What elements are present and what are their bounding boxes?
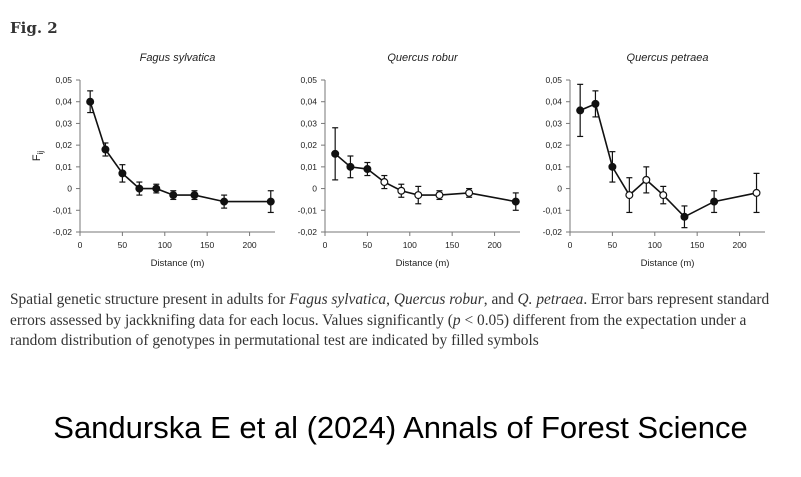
x-tick-label: 100 (648, 240, 662, 250)
y-tick-label: 0,01 (55, 162, 72, 172)
y-tick-label: -0,01 (53, 205, 73, 215)
y-tick-label: 0 (67, 184, 72, 194)
caption-text-1: Spatial genetic structure present in adu… (10, 291, 290, 308)
y-tick-label: 0 (557, 184, 562, 194)
y-tick-label: -0,01 (543, 205, 563, 215)
x-tick-label: 0 (323, 240, 328, 250)
caption-species-fagus: Fagus sylvatica (289, 291, 387, 308)
y-axis-label-subscript: ij (36, 151, 45, 155)
data-point-filled (511, 197, 520, 206)
data-point-open (752, 188, 761, 197)
figure-caption: Spatial genetic structure present in adu… (10, 290, 792, 352)
chart-panel-1: Fagus sylvatica -0,02 -0,01 0 0,01 0,02 0,03 0,… (31, 52, 275, 269)
y-tick-label: 0,03 (545, 118, 562, 128)
caption-text-3: , and (483, 291, 518, 308)
data-point-open (414, 191, 423, 200)
x-tick-label: 0 (568, 240, 573, 250)
y-tick-label: 0,05 (300, 75, 317, 85)
y-tick-label: 0,04 (55, 97, 72, 107)
data-point-filled (266, 197, 275, 206)
y-tick-label: 0,04 (300, 97, 317, 107)
charts-area: Fagus sylvatica -0,02 -0,01 0 0,01 0,02 0,03 0,… (31, 52, 765, 269)
caption-text-2: , (386, 291, 394, 308)
data-point-filled (118, 169, 127, 178)
y-tick-label: 0,05 (545, 75, 562, 85)
x-axis-label: Distance (m) (396, 258, 450, 269)
chart-panel-3: Quercus petraea -0,02 -0,01 0 0,01 0,02 0,03 0,… (543, 52, 765, 269)
x-axis-label: Distance (m) (641, 258, 695, 269)
caption-p-symbol: p (452, 311, 461, 329)
x-axis-label: Distance (m) (151, 258, 205, 269)
series-line (579, 102, 757, 218)
data-point-filled (86, 97, 95, 106)
data-point-filled (680, 212, 689, 221)
y-tick-label: 0,03 (55, 118, 72, 128)
y-tick-label: 0,04 (545, 97, 562, 107)
x-tick-label: 150 (200, 240, 214, 250)
x-tick-label: 150 (690, 240, 704, 250)
data-point-filled (101, 145, 110, 154)
data-point-filled (710, 197, 719, 206)
chart-title: Fagus sylvatica (140, 52, 216, 64)
data-point-filled (169, 191, 178, 200)
data-point-filled (135, 184, 144, 193)
y-axis-label: Fij (31, 151, 45, 162)
data-point-filled (363, 165, 372, 174)
data-point-open (380, 178, 389, 187)
chart-panel-2: Quercus robur -0,02 -0,01 0 0,01 0,02 0,03 0,04… (298, 52, 520, 269)
y-tick-label: -0,01 (298, 205, 318, 215)
caption-species-robur: Quercus robur (393, 291, 484, 308)
data-point-filled (190, 191, 199, 200)
x-tick-label: 200 (732, 240, 746, 250)
x-tick-label: 100 (403, 240, 417, 250)
x-tick-label: 100 (158, 240, 172, 250)
y-tick-label: -0,02 (53, 227, 73, 237)
chart-title: Quercus robur (387, 52, 459, 64)
x-tick-label: 0 (78, 240, 83, 250)
x-tick-label: 150 (445, 240, 459, 250)
y-tick-label: -0,02 (543, 227, 563, 237)
y-tick-label: -0,02 (298, 227, 318, 237)
data-point-open (465, 188, 474, 197)
x-tick-label: 50 (363, 240, 373, 250)
y-tick-label: 0,01 (300, 162, 317, 172)
y-tick-label: 0,02 (300, 140, 317, 150)
x-tick-label: 50 (118, 240, 128, 250)
y-axis-label-main: F (31, 154, 43, 161)
data-point-open (659, 191, 668, 200)
citation: Sandurska E et al (2024) Annals of Fores… (53, 410, 748, 445)
series-line (89, 101, 271, 203)
data-point-filled (576, 106, 585, 115)
data-point-filled (591, 99, 600, 108)
data-point-open (435, 191, 444, 200)
data-point-open (642, 175, 651, 184)
y-tick-label: 0,03 (300, 118, 317, 128)
chart-title: Quercus petraea (627, 52, 709, 64)
x-tick-label: 200 (487, 240, 501, 250)
y-tick-label: 0,02 (55, 140, 72, 150)
data-point-filled (346, 162, 355, 171)
caption-text-4: . Error bars represent standard errors a… (10, 291, 770, 329)
figure-label: Fig. 2 (10, 19, 58, 37)
data-point-filled (331, 149, 340, 158)
x-tick-label: 50 (608, 240, 618, 250)
y-tick-label: 0,05 (55, 75, 72, 85)
series-line (334, 153, 516, 203)
y-tick-label: 0,01 (545, 162, 562, 172)
data-point-open (625, 191, 634, 200)
data-point-filled (152, 184, 161, 193)
caption-text-5: < 0.05) different from the expectation u… (10, 311, 747, 350)
y-tick-label: 0,02 (545, 140, 562, 150)
data-point-filled (608, 162, 617, 171)
caption-species-petraea: Q. petraea (517, 291, 584, 308)
data-point-filled (220, 197, 229, 206)
data-point-open (397, 186, 406, 195)
y-tick-label: 0 (312, 184, 317, 194)
x-tick-label: 200 (242, 240, 256, 250)
